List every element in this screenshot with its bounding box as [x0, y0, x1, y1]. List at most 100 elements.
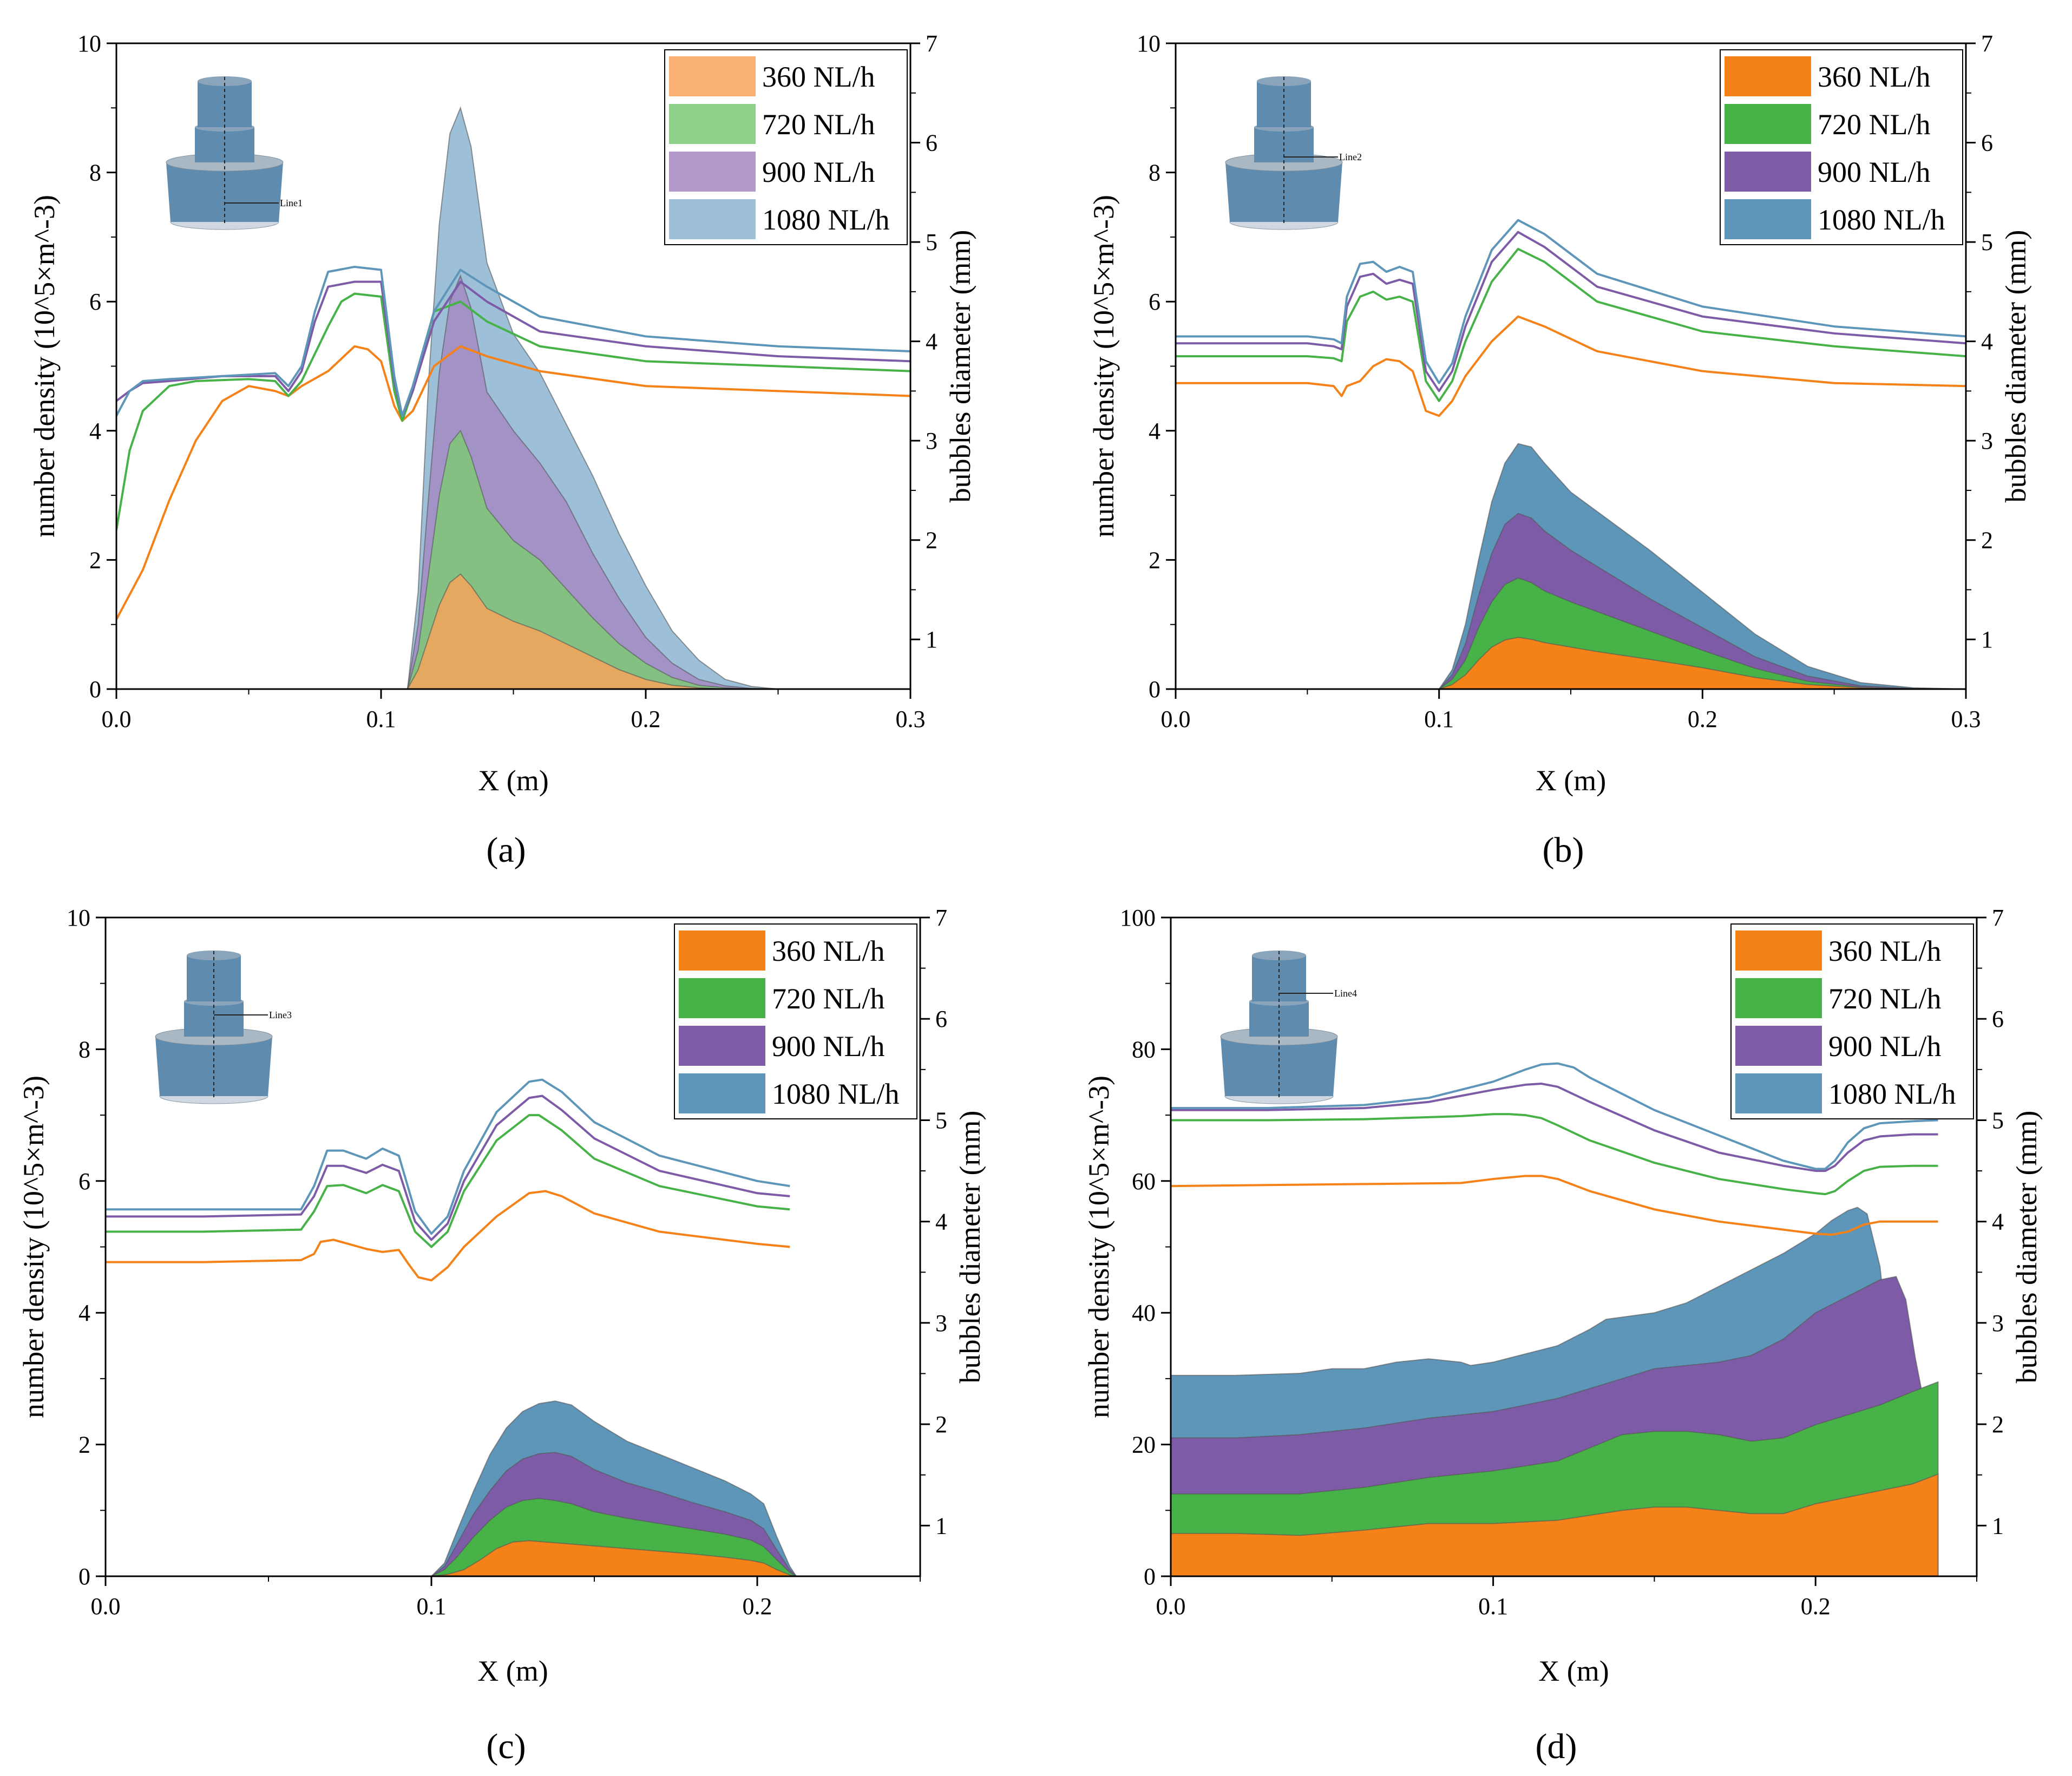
y-left-tick-label: 0 [89, 676, 101, 703]
panel-label: (a) [486, 830, 526, 870]
legend: 360 NL/h 720 NL/h 900 NL/h 1080 NL/h [1720, 49, 1963, 245]
y-right-tick-label: 7 [926, 30, 937, 57]
y-right-tick-label: 2 [926, 527, 937, 554]
legend-label: 900 NL/h [762, 156, 875, 188]
y-right-axis-title: bubbles diameter (mm) [944, 230, 976, 503]
y-left-tick-label: 10 [77, 30, 101, 57]
y-left-tick-label: 10 [67, 905, 90, 931]
density-area-360-NL-h [1171, 1473, 1939, 1576]
diameter-line-1080-NL-h [106, 1078, 790, 1235]
inset-line-label: Line2 [1339, 152, 1362, 162]
y-left-tick-label: 4 [1149, 418, 1160, 444]
legend-label: 360 NL/h [1828, 935, 1942, 967]
legend: 360 NL/h 720 NL/h 900 NL/h 1080 NL/h [674, 923, 917, 1119]
legend-label: 1080 NL/h [762, 204, 890, 236]
x-axis-title: X (m) [477, 1655, 548, 1687]
y-left-tick-label: 2 [1149, 547, 1160, 573]
y-right-tick-label: 2 [1992, 1411, 2004, 1438]
y-right-tick-label: 3 [1992, 1310, 2004, 1336]
legend-label: 1080 NL/h [1828, 1078, 1956, 1110]
y-left-tick-label: 0 [1144, 1563, 1156, 1590]
x-tick-label: 0.2 [631, 706, 661, 732]
y-right-tick-label: 6 [935, 1006, 947, 1032]
y-left-tick-label: 2 [78, 1432, 90, 1458]
y-right-tick-label: 3 [1981, 428, 1993, 454]
legend-swatch [669, 104, 756, 144]
y-left-tick-label: 20 [1132, 1432, 1156, 1458]
legend-swatch [679, 978, 765, 1018]
legend-label: 720 NL/h [762, 108, 875, 141]
y-right-tick-label: 7 [1981, 30, 1993, 57]
legend-swatch [1735, 978, 1822, 1018]
y-right-tick-label: 6 [1992, 1006, 2004, 1032]
legend-swatch [1725, 152, 1811, 192]
plot-area [1176, 219, 1966, 689]
x-tick-label: 0.1 [417, 1593, 447, 1620]
legend-swatch [1725, 104, 1811, 144]
inset-upper-top [1257, 76, 1311, 86]
legend-label: 720 NL/h [772, 982, 885, 1015]
y-left-tick-label: 80 [1132, 1036, 1156, 1063]
legend-swatch [679, 1073, 765, 1113]
inset-geometry: Line3 [155, 951, 292, 1104]
y-right-tick-label: 1 [1981, 626, 1993, 653]
y-left-tick-label: 0 [1149, 676, 1160, 703]
y-right-tick-label: 7 [935, 905, 947, 931]
legend-label: 900 NL/h [1818, 156, 1931, 188]
panel-label: (b) [1543, 830, 1584, 870]
x-tick-label: 0.1 [1478, 1593, 1508, 1620]
legend-swatch [679, 930, 765, 971]
y-right-tick-label: 7 [1992, 905, 2004, 931]
x-axis-title: X (m) [1538, 1655, 1609, 1687]
y-left-tick-label: 100 [1120, 905, 1156, 931]
diameter-line-1080-NL-h [116, 265, 910, 417]
y-left-tick-label: 6 [78, 1168, 90, 1195]
legend-label: 720 NL/h [1818, 108, 1931, 141]
density-area-360-NL-h [1439, 637, 1966, 689]
diameter-line-360-NL-h [106, 1190, 790, 1282]
y-left-tick-label: 6 [89, 289, 101, 315]
legend-label: 900 NL/h [1828, 1030, 1942, 1063]
inset-geometry: Line4 [1220, 951, 1357, 1104]
x-tick-label: 0.0 [102, 706, 132, 732]
y-right-axis-title: bubbles diameter (mm) [1999, 230, 2032, 503]
x-axis-title: X (m) [478, 764, 548, 797]
diameter-line-900-NL-h [106, 1095, 790, 1241]
inset-upper-top [187, 951, 241, 960]
y-left-axis-title: number density (10^5×m^-3) [17, 1076, 50, 1418]
y-left-tick-label: 0 [78, 1563, 90, 1590]
y-left-tick-label: 8 [1149, 160, 1160, 186]
y-right-tick-label: 6 [926, 130, 937, 156]
y-right-tick-label: 2 [935, 1411, 947, 1438]
y-left-tick-label: 8 [78, 1036, 90, 1063]
y-left-tick-label: 40 [1132, 1300, 1156, 1326]
panel-label: (c) [486, 1727, 526, 1766]
inset-upper-top [1252, 951, 1306, 960]
x-tick-label: 0.0 [1156, 1593, 1186, 1620]
y-right-tick-label: 4 [935, 1209, 947, 1235]
x-tick-label: 0.1 [1424, 706, 1454, 732]
legend-label: 360 NL/h [772, 935, 885, 967]
inset-line-label: Line1 [280, 198, 303, 208]
y-right-tick-label: 3 [926, 428, 937, 454]
legend-label: 360 NL/h [762, 61, 875, 93]
inset-line-label: Line4 [1334, 988, 1357, 999]
diameter-line-720-NL-h [1176, 247, 1966, 402]
x-tick-label: 0.3 [896, 706, 926, 732]
y-left-tick-label: 6 [1149, 289, 1160, 315]
diameter-line-900-NL-h [1171, 1083, 1938, 1172]
diameter-line-360-NL-h [116, 345, 910, 620]
diameter-line-720-NL-h [1171, 1113, 1938, 1196]
legend-swatch [1725, 199, 1811, 239]
panel-label: (d) [1536, 1727, 1577, 1766]
y-right-tick-label: 4 [926, 329, 937, 355]
y-right-tick-label: 5 [926, 229, 937, 255]
legend-swatch [669, 152, 756, 192]
legend: 360 NL/h 720 NL/h 900 NL/h 1080 NL/h [664, 49, 908, 245]
y-right-tick-label: 6 [1981, 130, 1993, 156]
legend-swatch [679, 1026, 765, 1066]
legend-swatch [669, 199, 756, 239]
diameter-line-1080-NL-h [1176, 219, 1966, 384]
